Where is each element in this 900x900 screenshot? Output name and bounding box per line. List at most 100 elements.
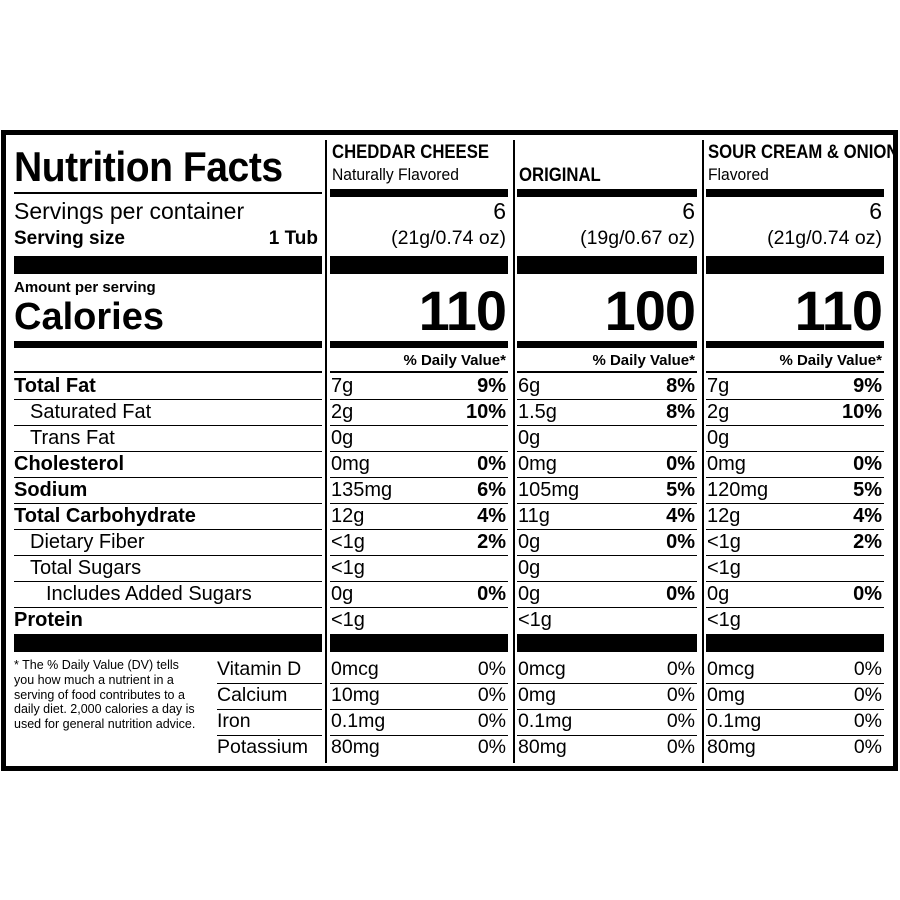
rule: [330, 451, 508, 452]
rule: [14, 555, 322, 556]
rule: [517, 555, 697, 556]
amount: <1g: [707, 557, 741, 579]
footnote: * The % Daily Value (DV) tells you how m…: [14, 658, 196, 731]
nutrient-label: Sodium: [14, 479, 88, 501]
amount: 0g: [707, 583, 730, 605]
label-border: [1, 130, 898, 771]
amount: 12g: [707, 505, 741, 527]
nutrient-label: Cholesterol: [14, 453, 125, 475]
rule: [517, 399, 697, 400]
rule: [706, 425, 884, 426]
vitamin-dv: 0%: [477, 710, 506, 732]
rule: [706, 683, 884, 684]
serving-size: (19g/0.67 oz): [580, 227, 695, 249]
daily-value: 0%: [477, 453, 506, 475]
rule: [330, 709, 508, 710]
daily-value: 0%: [853, 583, 882, 605]
rule: [330, 477, 508, 478]
serving-size: (21g/0.74 oz): [767, 227, 882, 249]
amount: 6g: [518, 375, 541, 397]
serving-size-label: Serving size: [14, 228, 125, 249]
rule: [517, 735, 697, 736]
title: Nutrition Facts: [14, 143, 283, 190]
rule: [330, 683, 508, 684]
vitamin-amount: 0mg: [518, 684, 556, 706]
amount: <1g: [331, 531, 365, 553]
nutrient-label: Includes Added Sugars: [46, 583, 252, 605]
rule: [517, 451, 697, 452]
servings: 6: [869, 198, 882, 224]
amount: 135mg: [331, 479, 393, 501]
amount: 11g: [518, 505, 550, 527]
rule: [706, 529, 884, 530]
dv-header: % Daily Value*: [592, 352, 695, 369]
vitamin-label: Potassium: [217, 736, 309, 758]
rule: [706, 451, 884, 452]
amount-per-serving: Amount per serving: [14, 279, 156, 296]
servings-label: Servings per container: [14, 198, 245, 224]
rule: [330, 607, 508, 608]
amount: 0mg: [707, 453, 746, 475]
daily-value: 10%: [465, 401, 506, 423]
medium-bar: [706, 341, 884, 348]
rule: [14, 607, 322, 608]
amount: 1.5g: [518, 401, 557, 423]
rule: [14, 581, 322, 582]
amount: <1g: [707, 609, 741, 631]
rule: [706, 581, 884, 582]
amount: 2g: [331, 401, 354, 423]
daily-value: 2%: [477, 531, 506, 553]
vitamin-amount: 0mcg: [331, 658, 379, 680]
amount: 0g: [518, 427, 541, 449]
dv-header: % Daily Value*: [779, 352, 882, 369]
column-divider: [702, 140, 704, 763]
rule: [330, 399, 508, 400]
daily-value: 5%: [853, 479, 882, 501]
servings: 6: [682, 198, 695, 224]
thick-bar: [517, 256, 697, 274]
daily-value: 10%: [841, 401, 882, 423]
calories-label: Calories: [14, 296, 164, 338]
daily-value: 0%: [666, 583, 695, 605]
vitamin-amount: 80mg: [518, 736, 567, 758]
nutrient-label: Total Carbohydrate: [14, 505, 196, 527]
rule: [706, 503, 884, 504]
rule: [517, 477, 697, 478]
rule: [706, 555, 884, 556]
vitamin-dv: 0%: [853, 710, 882, 732]
thick-rule: [517, 189, 697, 197]
vitamin-amount: 0mcg: [518, 658, 566, 680]
product-name: CHEDDAR CHEESE: [332, 142, 490, 163]
rule: [517, 581, 697, 582]
daily-value: 0%: [853, 453, 882, 475]
vitamin-amount: 0.1mg: [331, 710, 386, 732]
daily-value: 2%: [853, 531, 882, 553]
rule: [517, 503, 697, 504]
amount: 7g: [707, 375, 730, 397]
vitamin-dv: 0%: [477, 736, 506, 758]
vitamin-dv: 0%: [666, 684, 695, 706]
medium-bar: [14, 341, 322, 348]
amount: 0mg: [331, 453, 370, 475]
amount: 0g: [518, 531, 541, 553]
amount: 0g: [331, 427, 354, 449]
product-name: ORIGINAL: [519, 165, 601, 186]
vitamin-amount: 0.1mg: [707, 710, 762, 732]
vitamin-amount: 10mg: [331, 684, 380, 706]
daily-value: 9%: [853, 375, 882, 397]
rule: [14, 477, 322, 478]
rule: [706, 709, 884, 710]
vitamin-amount: 0mg: [707, 684, 745, 706]
rule: [330, 735, 508, 736]
nutrient-label: Trans Fat: [30, 427, 115, 449]
vitamin-dv: 0%: [477, 658, 506, 680]
rule: [14, 503, 322, 504]
rule: [14, 192, 322, 194]
vitamin-dv: 0%: [666, 710, 695, 732]
amount: 0g: [518, 583, 541, 605]
daily-value: 4%: [853, 505, 882, 527]
product-name: SOUR CREAM & ONION: [708, 142, 899, 163]
daily-value: 5%: [666, 479, 695, 501]
rule: [14, 371, 322, 373]
column-divider: [513, 140, 515, 763]
